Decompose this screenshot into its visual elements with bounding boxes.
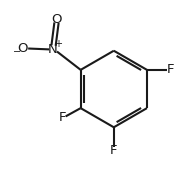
Text: N: N — [48, 43, 58, 56]
Text: F: F — [110, 144, 118, 157]
Text: +: + — [54, 39, 62, 49]
Text: −: − — [13, 47, 21, 57]
Text: F: F — [166, 63, 174, 76]
Text: O: O — [17, 42, 28, 55]
Text: F: F — [59, 111, 67, 124]
Text: O: O — [51, 13, 62, 26]
